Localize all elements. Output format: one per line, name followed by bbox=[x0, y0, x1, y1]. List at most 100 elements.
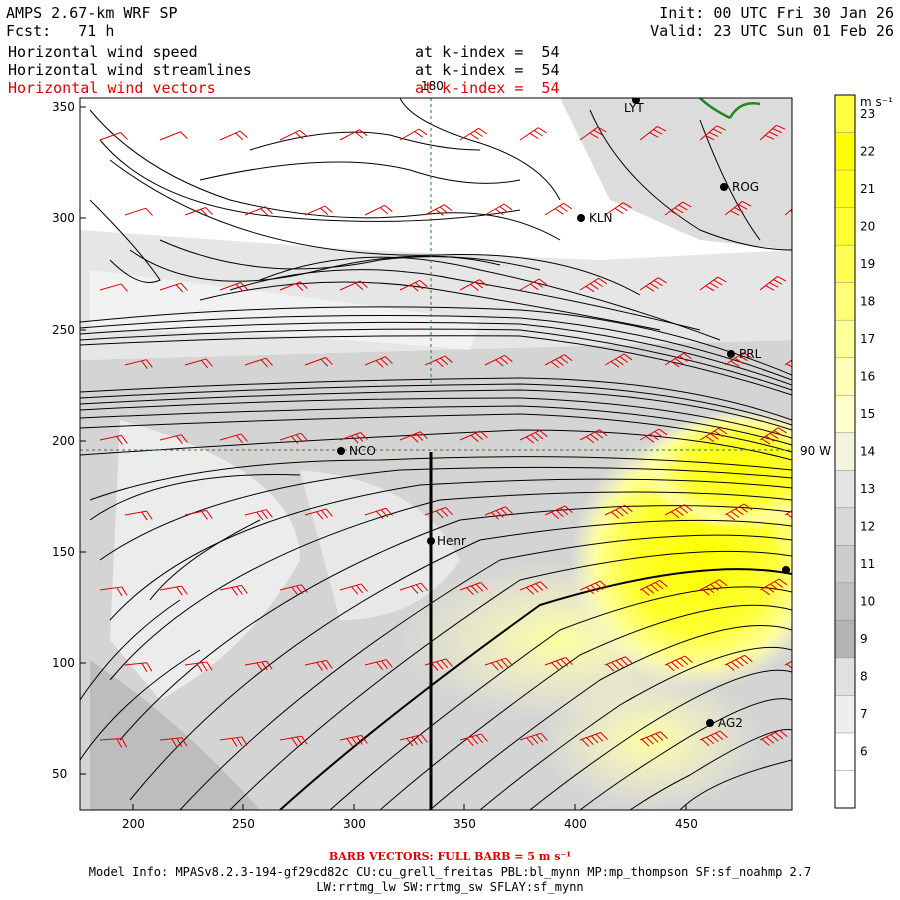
wind-barb bbox=[639, 277, 667, 292]
wind-barb bbox=[579, 732, 608, 747]
colorbar-segment bbox=[835, 770, 855, 809]
colorbar-segment bbox=[835, 395, 855, 434]
colorbar-segment bbox=[835, 170, 855, 209]
y-axis: 350 300 250 200 150 100 50 bbox=[52, 100, 86, 781]
wind-barb bbox=[99, 586, 128, 597]
wind-barb bbox=[639, 126, 667, 141]
wind-barb bbox=[159, 737, 188, 748]
wind-barb bbox=[304, 659, 333, 671]
x-tick-label: 250 bbox=[232, 817, 255, 831]
colorbar-label: 9 bbox=[860, 632, 868, 646]
colorbar-label: 13 bbox=[860, 482, 875, 496]
wind-barb bbox=[699, 427, 728, 443]
wind-barb bbox=[399, 279, 428, 292]
colorbar-segment bbox=[835, 620, 855, 659]
wind-barb bbox=[484, 354, 513, 367]
lon-label: 180 bbox=[421, 79, 444, 93]
wind-barb bbox=[244, 509, 273, 521]
wind-speed-shading bbox=[80, 98, 792, 810]
wind-barb bbox=[399, 431, 428, 443]
wind-barb bbox=[219, 130, 248, 141]
wind-barb bbox=[759, 578, 788, 596]
station-label-nco: NCO bbox=[349, 444, 376, 458]
station-marker-lyt bbox=[632, 98, 640, 104]
station-marker-prl bbox=[727, 350, 735, 358]
wind-barb bbox=[699, 276, 727, 292]
station-marker-ag2 bbox=[706, 719, 714, 727]
wind-barb bbox=[664, 352, 693, 368]
field-streamlines-level: at k-index = 54 bbox=[415, 61, 560, 79]
wind-barb bbox=[544, 505, 573, 520]
wind-barb bbox=[184, 509, 213, 520]
wind-barb bbox=[519, 127, 547, 141]
wind-barb bbox=[99, 434, 128, 445]
wind-barb bbox=[124, 207, 153, 216]
wind-barb bbox=[664, 504, 693, 519]
wind-barb bbox=[579, 580, 608, 595]
station-label-kln: KLN bbox=[589, 211, 613, 225]
colorbar-label: 8 bbox=[860, 670, 868, 684]
wind-barb bbox=[604, 504, 633, 519]
wind-barb bbox=[304, 205, 333, 216]
y-tick-label: 250 bbox=[52, 323, 75, 337]
colorbar-label: 20 bbox=[860, 219, 875, 233]
wind-barb bbox=[424, 658, 453, 671]
wind-barb bbox=[424, 204, 453, 216]
wind-barb bbox=[604, 656, 633, 672]
wind-barb bbox=[724, 503, 753, 521]
wind-barb bbox=[279, 281, 308, 291]
y-tick-label: 350 bbox=[52, 100, 75, 114]
wind-barb bbox=[279, 129, 308, 141]
wind-barb bbox=[364, 204, 393, 216]
wind-barb bbox=[459, 582, 488, 596]
wind-barb bbox=[219, 736, 248, 747]
wind-barb bbox=[244, 206, 273, 216]
wind-barb bbox=[279, 584, 308, 596]
wind-barb bbox=[664, 201, 692, 217]
y-tick-label: 100 bbox=[52, 656, 75, 670]
x-tick-label: 300 bbox=[343, 817, 366, 831]
wind-barb bbox=[159, 282, 188, 293]
wind-barb bbox=[339, 734, 368, 747]
y-tick-label: 150 bbox=[52, 545, 75, 559]
colorbar-label: 14 bbox=[860, 445, 875, 459]
wind-barb bbox=[784, 502, 792, 520]
station-label-lyt: LYT bbox=[624, 101, 644, 115]
reference-lines bbox=[80, 98, 790, 451]
station-marker-nco bbox=[337, 447, 345, 455]
field-streamlines: Horizontal wind streamlines bbox=[8, 61, 252, 79]
wind-barb bbox=[279, 432, 308, 444]
wind-barb bbox=[424, 355, 453, 368]
colorbar-label: 17 bbox=[860, 332, 875, 346]
wind-barb bbox=[699, 730, 728, 747]
wind-barb bbox=[484, 657, 513, 671]
wind-barb bbox=[244, 660, 273, 672]
wind-barb bbox=[219, 584, 248, 596]
colorbar-segment bbox=[835, 95, 855, 134]
colorbar-segment bbox=[835, 732, 855, 771]
wind-barb bbox=[124, 662, 153, 673]
colorbar-label: 6 bbox=[860, 745, 868, 759]
wind-barb bbox=[459, 127, 488, 141]
wind-barb bbox=[459, 279, 488, 291]
colorbar-segment bbox=[835, 657, 855, 696]
wind-barb bbox=[124, 510, 153, 521]
field-vectors: Horizontal wind vectors bbox=[8, 79, 216, 97]
model-info: Model Info: MPASv8.2.3-194-gf29cd82c CU:… bbox=[88, 865, 812, 879]
colorbar-label: 22 bbox=[860, 144, 875, 158]
colorbar-label: 19 bbox=[860, 257, 875, 271]
colorbar-segment bbox=[835, 132, 855, 171]
colorbar-frame bbox=[834, 94, 856, 809]
wind-barb bbox=[759, 124, 786, 141]
wind-barb bbox=[724, 654, 753, 671]
wind-barb bbox=[219, 282, 248, 292]
wind-barb bbox=[339, 583, 368, 595]
wind-barb bbox=[519, 732, 548, 746]
wind-barb bbox=[99, 132, 128, 141]
wind-barb bbox=[484, 506, 513, 520]
colorbar-segment bbox=[835, 695, 855, 734]
wind-barb bbox=[184, 358, 213, 369]
wind-barb bbox=[399, 582, 428, 594]
wind-barb bbox=[759, 729, 788, 746]
wind-barb bbox=[544, 354, 573, 369]
